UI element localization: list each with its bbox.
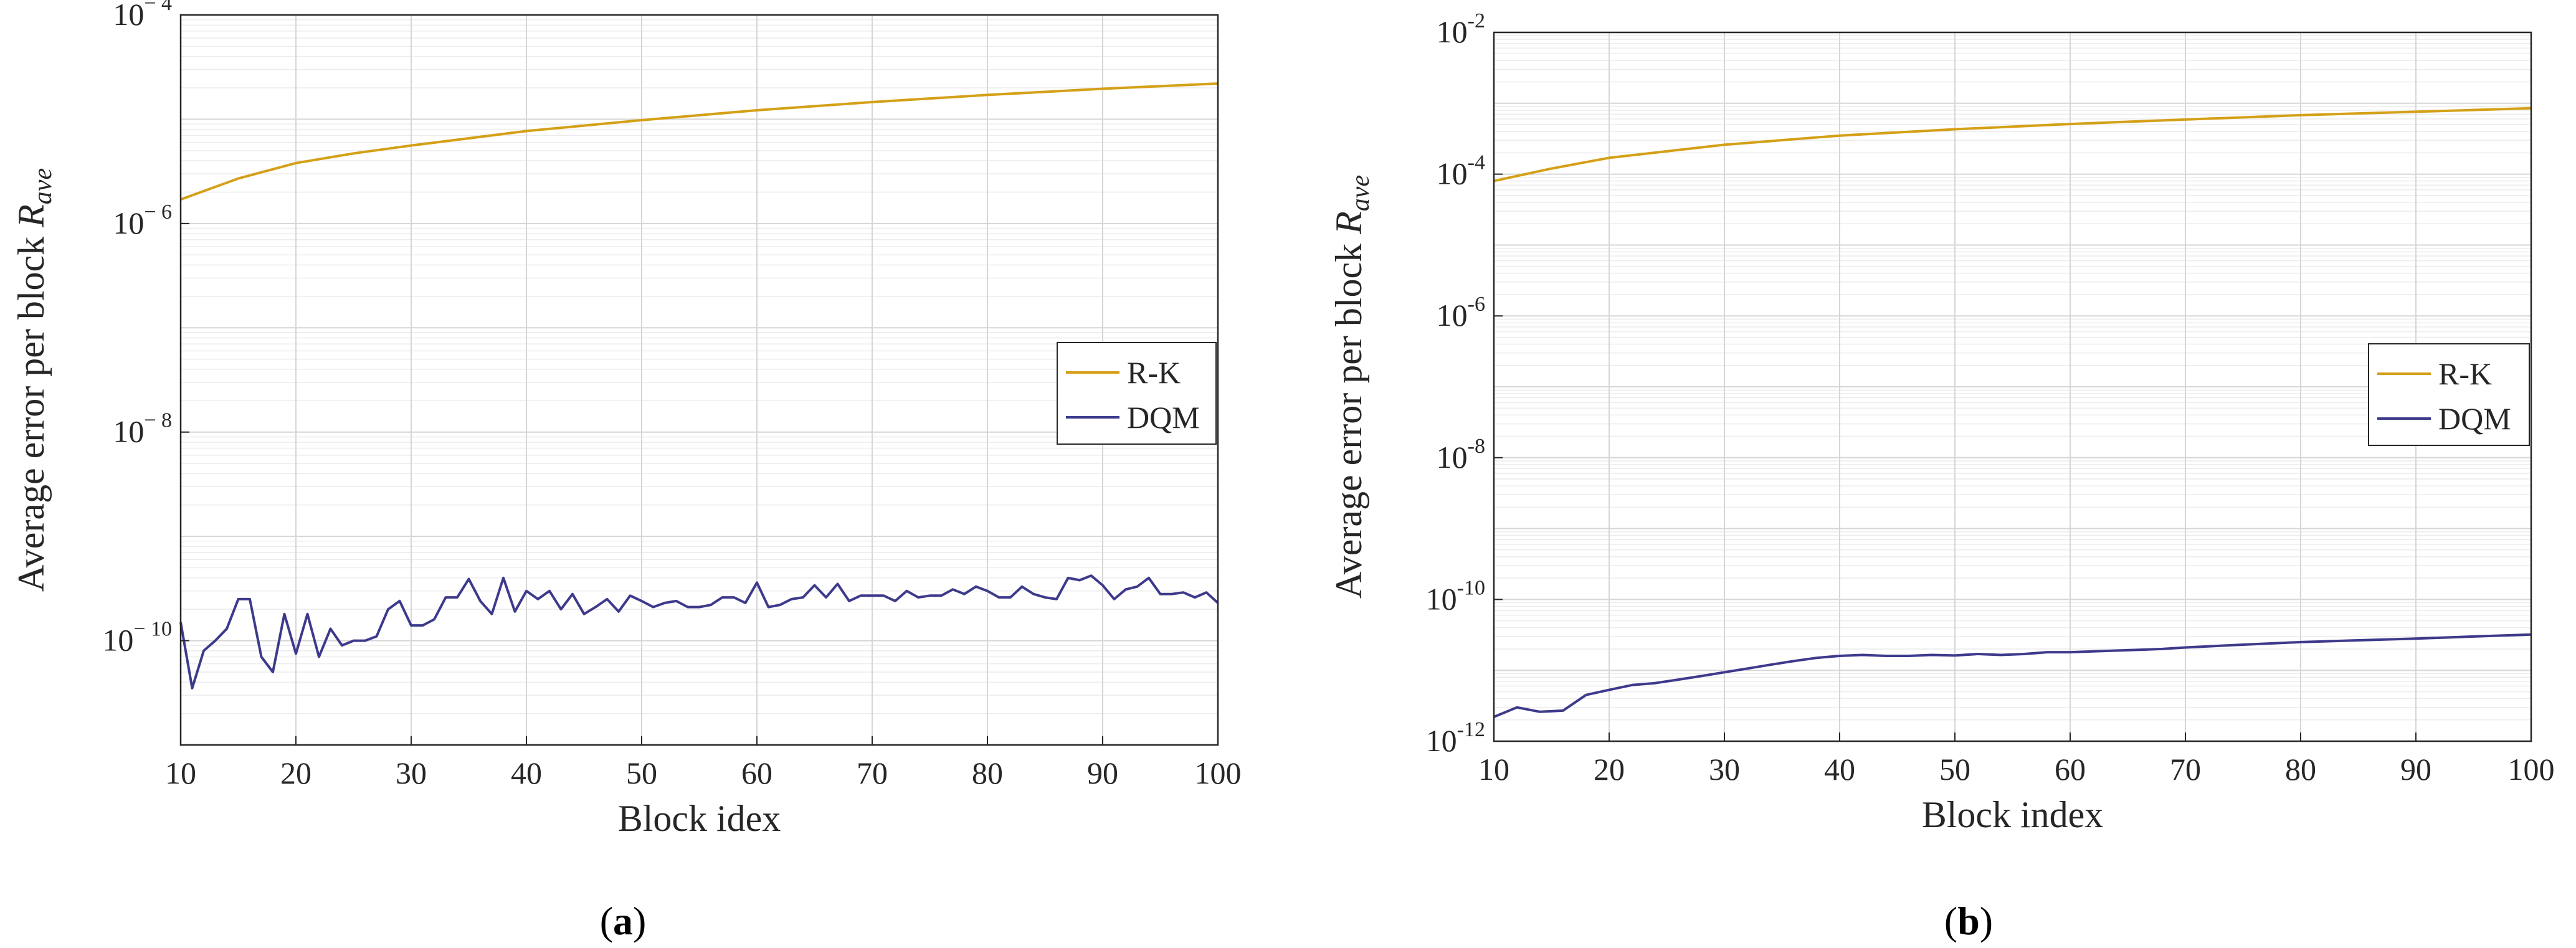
- series-line-dqm: [1493, 633, 2532, 718]
- series-line-r-k: [1493, 107, 2532, 182]
- x-tick-label: 60: [2055, 752, 2086, 787]
- series-line-dqm: [179, 574, 1219, 690]
- x-tick-label: 50: [626, 756, 657, 790]
- panel-a-legend-label-rk: R-K: [1127, 355, 1181, 390]
- panel-b-legend-label-rk: R-K: [2438, 356, 2492, 391]
- panel-b-legend-label-dqm: DQM: [2438, 401, 2511, 436]
- panel-a-caption: (a): [600, 899, 647, 943]
- y-tick-label: 10-4: [1437, 151, 1485, 191]
- y-tick-label: 10-2: [1437, 9, 1485, 49]
- panel-a-legend-box: [1057, 342, 1217, 445]
- x-tick-label: 80: [972, 756, 1003, 790]
- x-tick-label: 60: [741, 756, 772, 790]
- panel-b-y-axis-label-subscript: ave: [1346, 175, 1375, 211]
- x-tick-label: 70: [2170, 752, 2201, 787]
- panel-a-y-axis-label: Average error per block Rave: [11, 168, 57, 592]
- y-tick-label: 10-6: [1437, 293, 1485, 333]
- x-tick-label: 20: [1594, 752, 1625, 787]
- panel-b-legend: R-K DQM: [2368, 343, 2530, 446]
- x-tick-label: 10: [1478, 752, 1509, 787]
- panel-a-x-axis-label: Block idex: [618, 798, 781, 839]
- series-line-r-k: [180, 82, 1219, 201]
- x-tick-label: 70: [857, 756, 888, 790]
- panel-b-y-ticks: 10-2 10-4 10-6 10-8 10-10 10-12: [1426, 9, 1503, 758]
- x-tick-label: 90: [2400, 752, 2431, 787]
- panel-a-legend-label-dqm: DQM: [1127, 400, 1200, 435]
- x-tick-label: 40: [511, 756, 542, 790]
- panel-b-caption: (b): [1944, 899, 1993, 943]
- panel-a-y-axis-label-symbol: R: [11, 204, 52, 228]
- x-tick-label: 20: [280, 756, 311, 790]
- panel-a-legend: R-K DQM: [1057, 342, 1217, 445]
- panel-a-series: [179, 82, 1219, 690]
- y-tick-label: 10-12: [1426, 718, 1485, 758]
- panel-b: 10 20 30 40 50 60 70 80 90 100 10-210-410-610-810…: [1328, 9, 2555, 943]
- panel-a-frame: [179, 14, 1219, 746]
- y-tick-label: 10− 10: [102, 618, 172, 658]
- y-tick-label: 10-8: [1437, 435, 1485, 475]
- panel-b-caption-letter: b: [1957, 899, 1980, 943]
- x-tick-label: 30: [1709, 752, 1740, 787]
- y-tick-label: 10− 6: [113, 201, 172, 240]
- panel-a-y-axis-label-subscript: ave: [29, 168, 57, 204]
- y-tick-label: 10− 4: [113, 0, 172, 32]
- panel-a-y-ticks: 10− 4 10− 6 10− 8 10− 10: [102, 0, 189, 658]
- x-tick-label: 100: [2508, 752, 2555, 787]
- x-tick-label: 100: [1195, 756, 1242, 790]
- panel-b-y-axis-label: Average error per block Rave: [1328, 175, 1375, 599]
- panel-b-x-ticks: 10 20 30 40 50 60 70 80 90 100: [1478, 732, 2555, 787]
- panel-b-y-axis-label-symbol: R: [1328, 211, 1369, 235]
- panel-a-caption-letter: a: [613, 899, 633, 943]
- panel-a: 10 20 30 40 50 60 70 80 90 100 10− 410− 610− 810−…: [11, 0, 1242, 943]
- x-tick-label: 10: [165, 756, 196, 790]
- x-tick-label: 80: [2285, 752, 2316, 787]
- x-tick-label: 40: [1824, 752, 1855, 787]
- y-tick-label: 10− 8: [113, 409, 172, 449]
- panel-b-series: [1493, 107, 2532, 718]
- panel-b-legend-box: [2368, 343, 2530, 446]
- y-tick-label: 10-10: [1426, 576, 1485, 616]
- panel-b-y-axis-label-main: Average error per block: [1328, 234, 1369, 599]
- panel-a-grid: [180, 14, 1219, 746]
- x-tick-label: 50: [1939, 752, 1970, 787]
- x-tick-label: 90: [1087, 756, 1118, 790]
- panel-a-x-ticks: 10 20 30 40 50 60 70 80 90 100: [165, 736, 1242, 790]
- panel-b-frame: [1493, 31, 2532, 742]
- x-tick-label: 30: [396, 756, 427, 790]
- panel-a-y-axis-label-main: Average error per block: [11, 227, 52, 592]
- panel-b-x-axis-label: Block index: [1922, 794, 2104, 835]
